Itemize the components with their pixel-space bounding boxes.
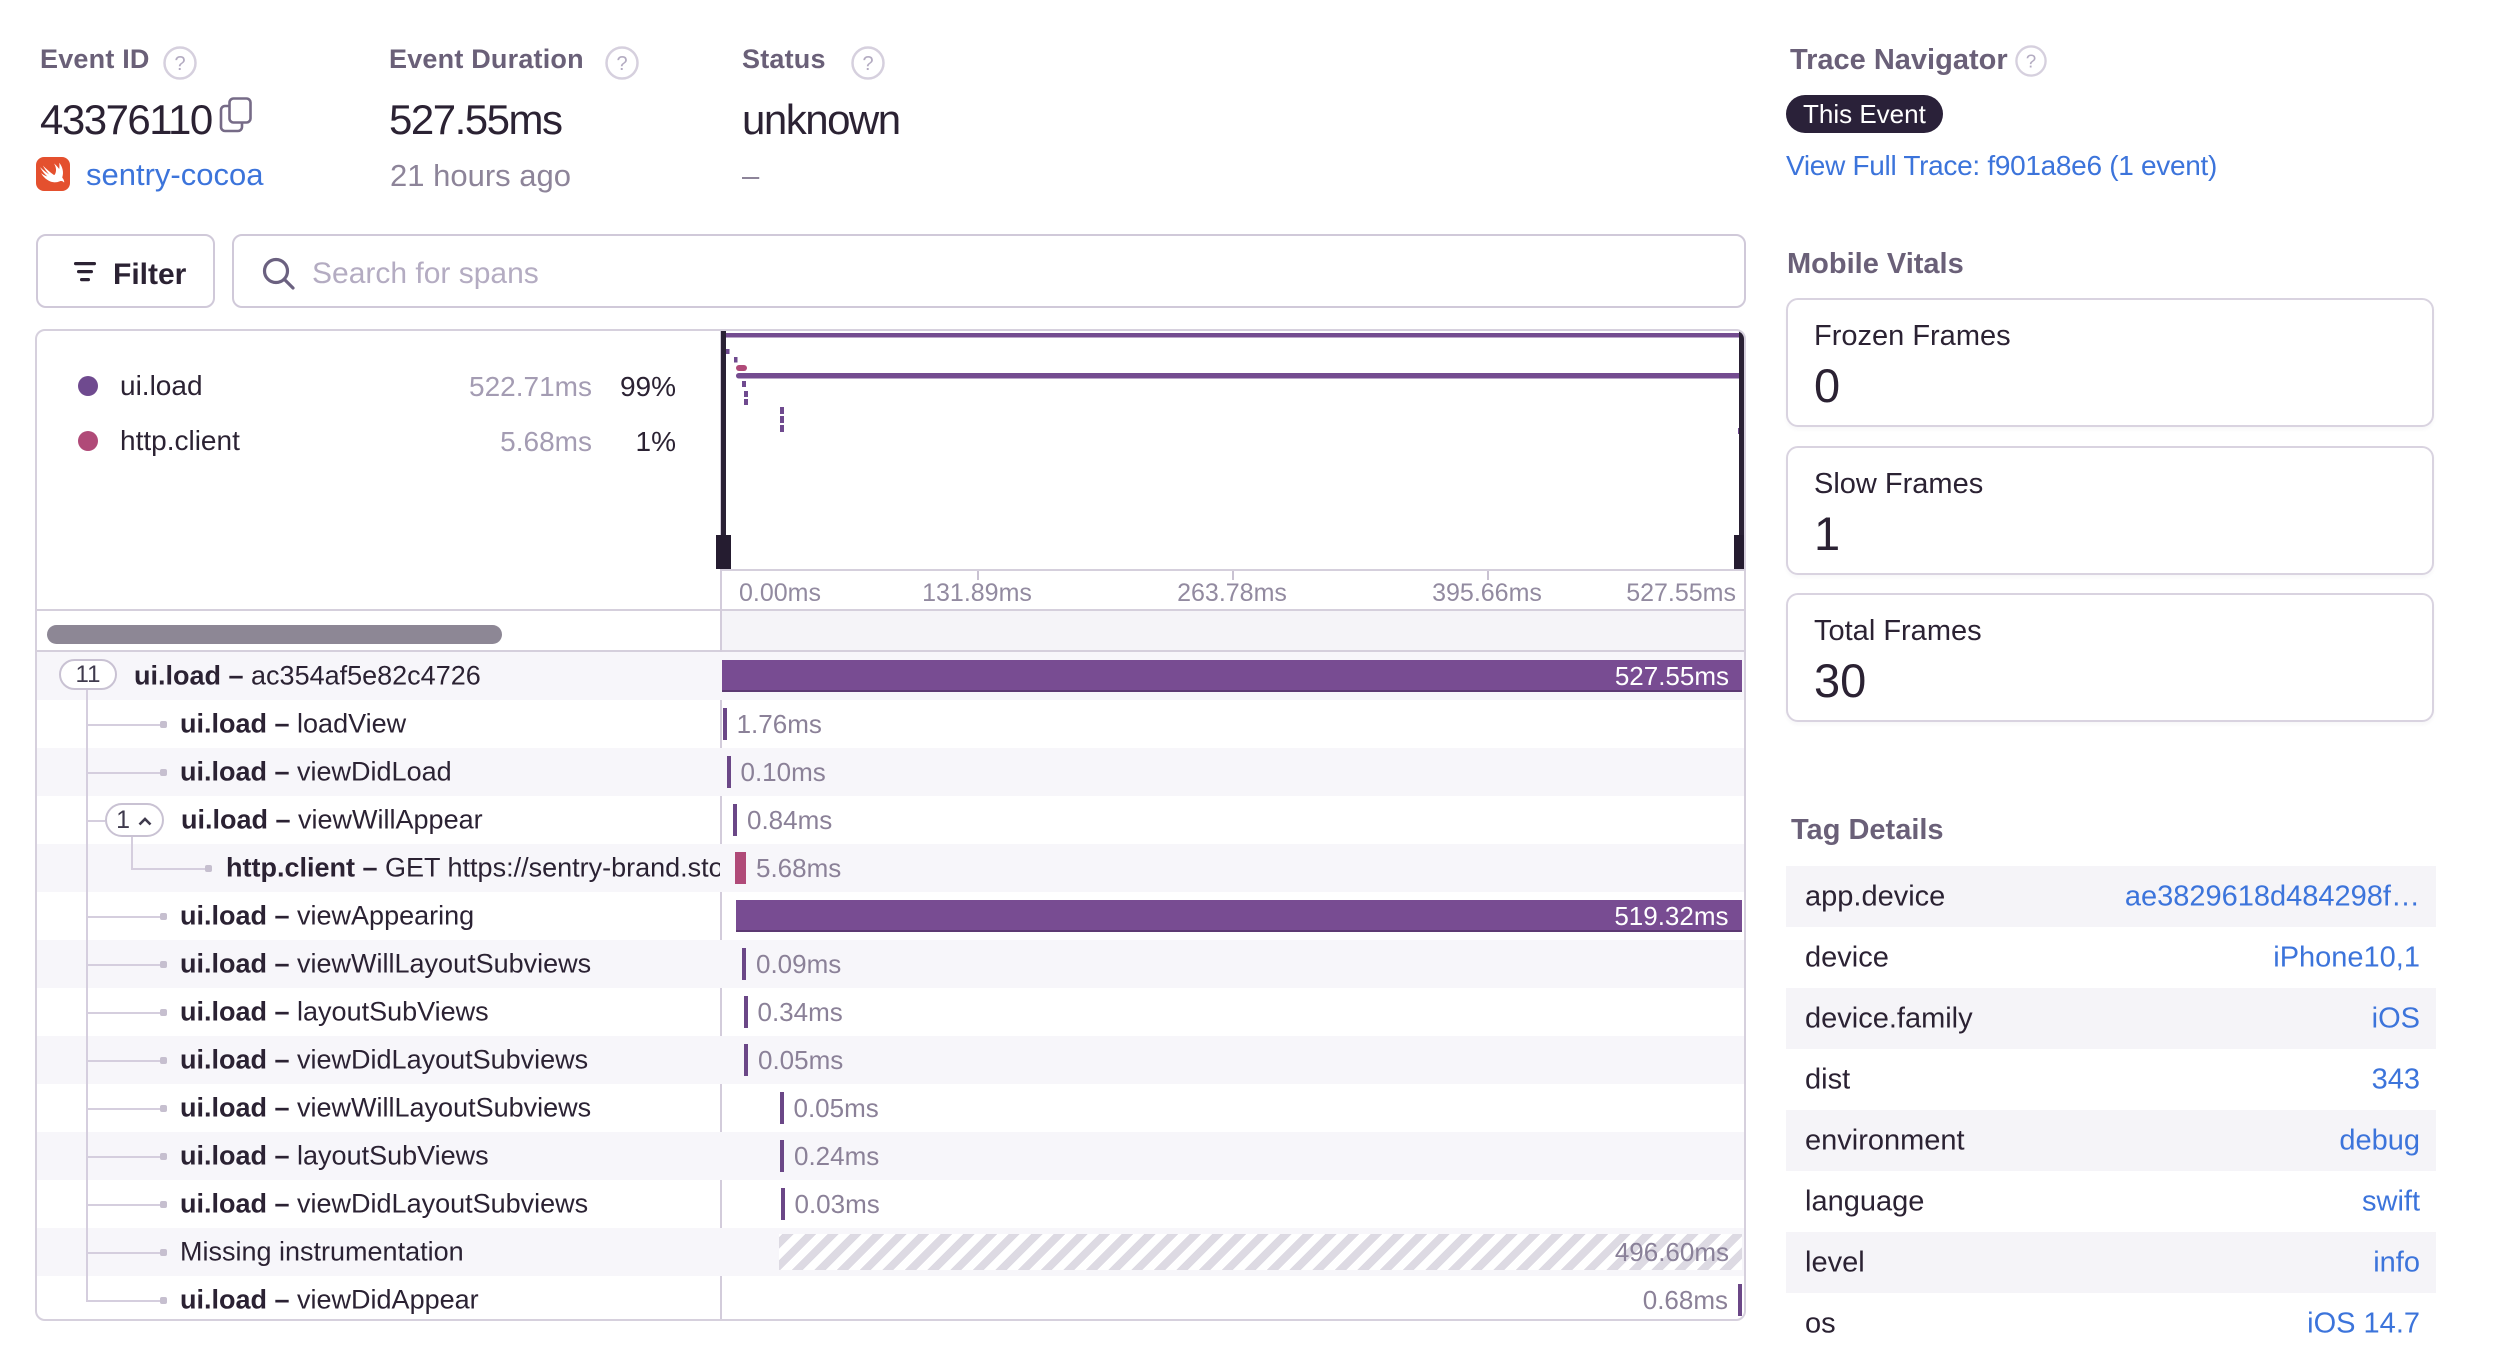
svg-text:?: ? (174, 53, 185, 75)
svg-text:?: ? (862, 53, 873, 75)
svg-text:?: ? (2026, 51, 2036, 72)
svg-text:?: ? (616, 53, 627, 75)
